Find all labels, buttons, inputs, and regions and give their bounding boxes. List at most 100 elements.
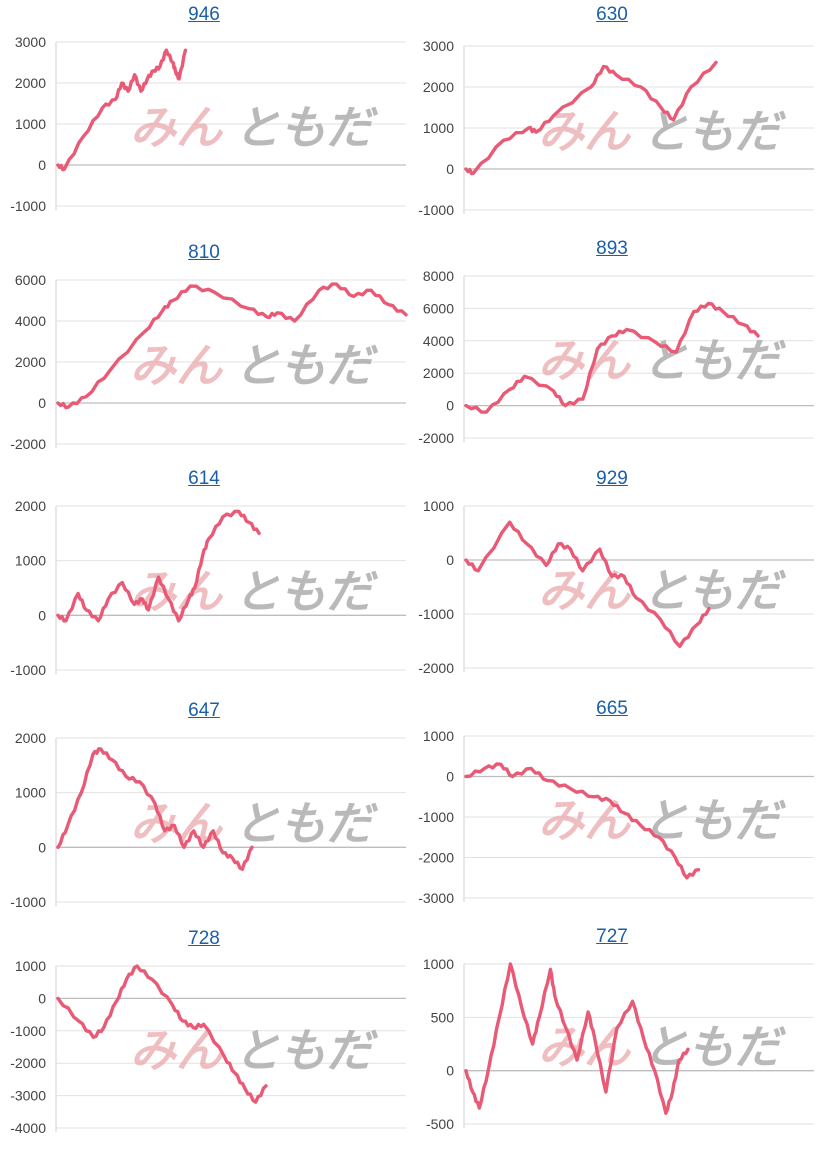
y-tick-label: -3000 (418, 890, 454, 906)
y-tick-label: 1000 (423, 498, 454, 514)
y-tick-label: 1000 (15, 553, 46, 569)
y-tick-label: 0 (446, 552, 454, 568)
watermark-text-gray: ともだ (234, 797, 378, 851)
chart-title-link[interactable]: 614 (188, 468, 220, 489)
y-tick-label: -1000 (418, 202, 454, 218)
site-logo-watermark: みん ともだ (538, 333, 786, 387)
site-logo-watermark: みん ともだ (538, 105, 786, 159)
chart-title-link[interactable]: 946 (188, 4, 220, 25)
site-logo-watermark: みん ともだ (130, 565, 378, 619)
site-logo-watermark: みん ともだ (130, 797, 378, 851)
y-tick-label: 2000 (423, 365, 454, 381)
y-tick-label: 6000 (15, 272, 46, 288)
watermark-text-gray: ともだ (642, 333, 786, 387)
y-tick-label: -2000 (10, 436, 46, 452)
y-tick-label: -500 (426, 1116, 454, 1132)
y-tick-label: 1000 (423, 956, 454, 972)
y-tick-label: 1000 (15, 785, 46, 801)
y-tick-label: 1000 (15, 116, 46, 132)
watermark-text-gray: ともだ (234, 339, 378, 393)
watermark-text-pink: みん (538, 105, 632, 159)
data-series-line (56, 509, 261, 623)
data-series-line (56, 964, 268, 1104)
y-tick-label: 1000 (423, 728, 454, 744)
chart-panel-1: 946 3000 2000 1000 0 -1000 みん ともだ (0, 0, 408, 230)
watermark-text-gray: ともだ (642, 793, 786, 847)
data-series-line (464, 762, 701, 880)
y-tick-label: -1000 (10, 1023, 46, 1039)
line-chart: 1000 0 -1000 -2000 みん ともだ (418, 498, 814, 676)
y-tick-label: 0 (38, 395, 46, 411)
data-series-line (56, 747, 254, 871)
y-tick-label: -3000 (10, 1088, 46, 1104)
chart-title-link[interactable]: 665 (596, 698, 628, 719)
y-tick-label: -4000 (10, 1120, 46, 1136)
y-tick-label: 2000 (15, 354, 46, 370)
chart-title-link[interactable]: 929 (596, 468, 628, 489)
data-series-line (464, 520, 711, 649)
site-logo-watermark: みん ともだ (130, 101, 378, 155)
line-chart: 3000 2000 1000 0 -1000 みん ともだ (10, 34, 406, 214)
watermark-text-gray: ともだ (234, 101, 378, 155)
data-series-line (56, 282, 408, 410)
site-logo-watermark: みん ともだ (538, 793, 786, 847)
chart-panel-9: 728 1000 0 -1000 -2000 -3000 -4000 みん ともだ (0, 922, 408, 1152)
y-tick-label: 3000 (15, 34, 46, 50)
site-logo-watermark: みん ともだ (538, 1020, 786, 1074)
watermark-text-gray: ともだ (642, 563, 786, 617)
line-chart: 2000 1000 0 -1000 みん ともだ (10, 730, 406, 910)
watermark-text-gray: ともだ (642, 1020, 786, 1074)
line-chart: 1000 0 -1000 -2000 -3000 -4000 みん ともだ (10, 958, 406, 1136)
chart-title-link[interactable]: 647 (188, 700, 220, 721)
watermark-text-gray: ともだ (234, 1023, 378, 1077)
chart-title-link[interactable]: 630 (596, 4, 628, 25)
y-tick-label: 0 (38, 607, 46, 623)
watermark-text-pink: みん (130, 797, 224, 851)
y-tick-label: -1000 (10, 198, 46, 214)
y-tick-label: -1000 (10, 894, 46, 910)
watermark-text-gray: ともだ (234, 565, 378, 619)
y-tick-label: -1000 (418, 809, 454, 825)
chart-title-link[interactable]: 810 (188, 242, 220, 263)
line-chart: 1000 500 0 -500 みん ともだ (423, 956, 814, 1132)
y-tick-label: 2000 (15, 75, 46, 91)
y-tick-label: 4000 (423, 333, 454, 349)
chart-title-link[interactable]: 893 (596, 238, 628, 259)
chart-title-link[interactable]: 728 (188, 928, 220, 949)
chart-panel-3: 810 6000 4000 2000 0 -2000 みん ともだ (0, 236, 408, 466)
chart-panel-10: 727 1000 500 0 -500 みん ともだ (408, 920, 816, 1150)
y-tick-label: 3000 (423, 38, 454, 54)
y-tick-label: 0 (38, 157, 46, 173)
line-chart: 1000 0 -1000 -2000 -3000 みん ともだ (418, 728, 814, 906)
watermark-text-pink: みん (130, 101, 224, 155)
chart-panel-8: 665 1000 0 -1000 -2000 -3000 みん ともだ (408, 692, 816, 922)
y-tick-label: 0 (38, 839, 46, 855)
y-tick-label: -2000 (418, 660, 454, 676)
data-series-line (464, 60, 718, 176)
watermark-text-pink: みん (538, 563, 632, 617)
y-tick-label: 4000 (15, 313, 46, 329)
y-tick-label: -2000 (10, 1055, 46, 1071)
y-tick-label: 0 (446, 161, 454, 177)
y-tick-label: 2000 (423, 79, 454, 95)
data-series-line (464, 301, 760, 414)
y-tick-label: 0 (446, 769, 454, 785)
chart-panel-7: 647 2000 1000 0 -1000 みん ともだ (0, 694, 408, 924)
line-chart: 3000 2000 1000 0 -1000 みん ともだ (418, 38, 814, 218)
site-logo-watermark: みん ともだ (130, 1023, 378, 1077)
y-tick-label: 1000 (423, 120, 454, 136)
chart-title-link[interactable]: 727 (596, 926, 628, 947)
y-tick-label: -2000 (418, 850, 454, 866)
site-logo-watermark: みん ともだ (538, 563, 786, 617)
y-tick-label: -1000 (418, 606, 454, 622)
watermark-text-pink: みん (130, 339, 224, 393)
chart-panel-2: 630 3000 2000 1000 0 -1000 みん ともだ (408, 0, 816, 230)
watermark-text-pink: みん (130, 565, 224, 619)
watermark-text-pink: みん (538, 793, 632, 847)
y-tick-label: 0 (446, 1063, 454, 1079)
y-tick-label: 500 (431, 1009, 455, 1025)
line-chart: 2000 1000 0 -1000 みん ともだ (10, 498, 406, 678)
chart-panel-5: 614 2000 1000 0 -1000 みん ともだ (0, 462, 408, 692)
y-tick-label: 2000 (15, 498, 46, 514)
y-tick-label: 0 (446, 398, 454, 414)
